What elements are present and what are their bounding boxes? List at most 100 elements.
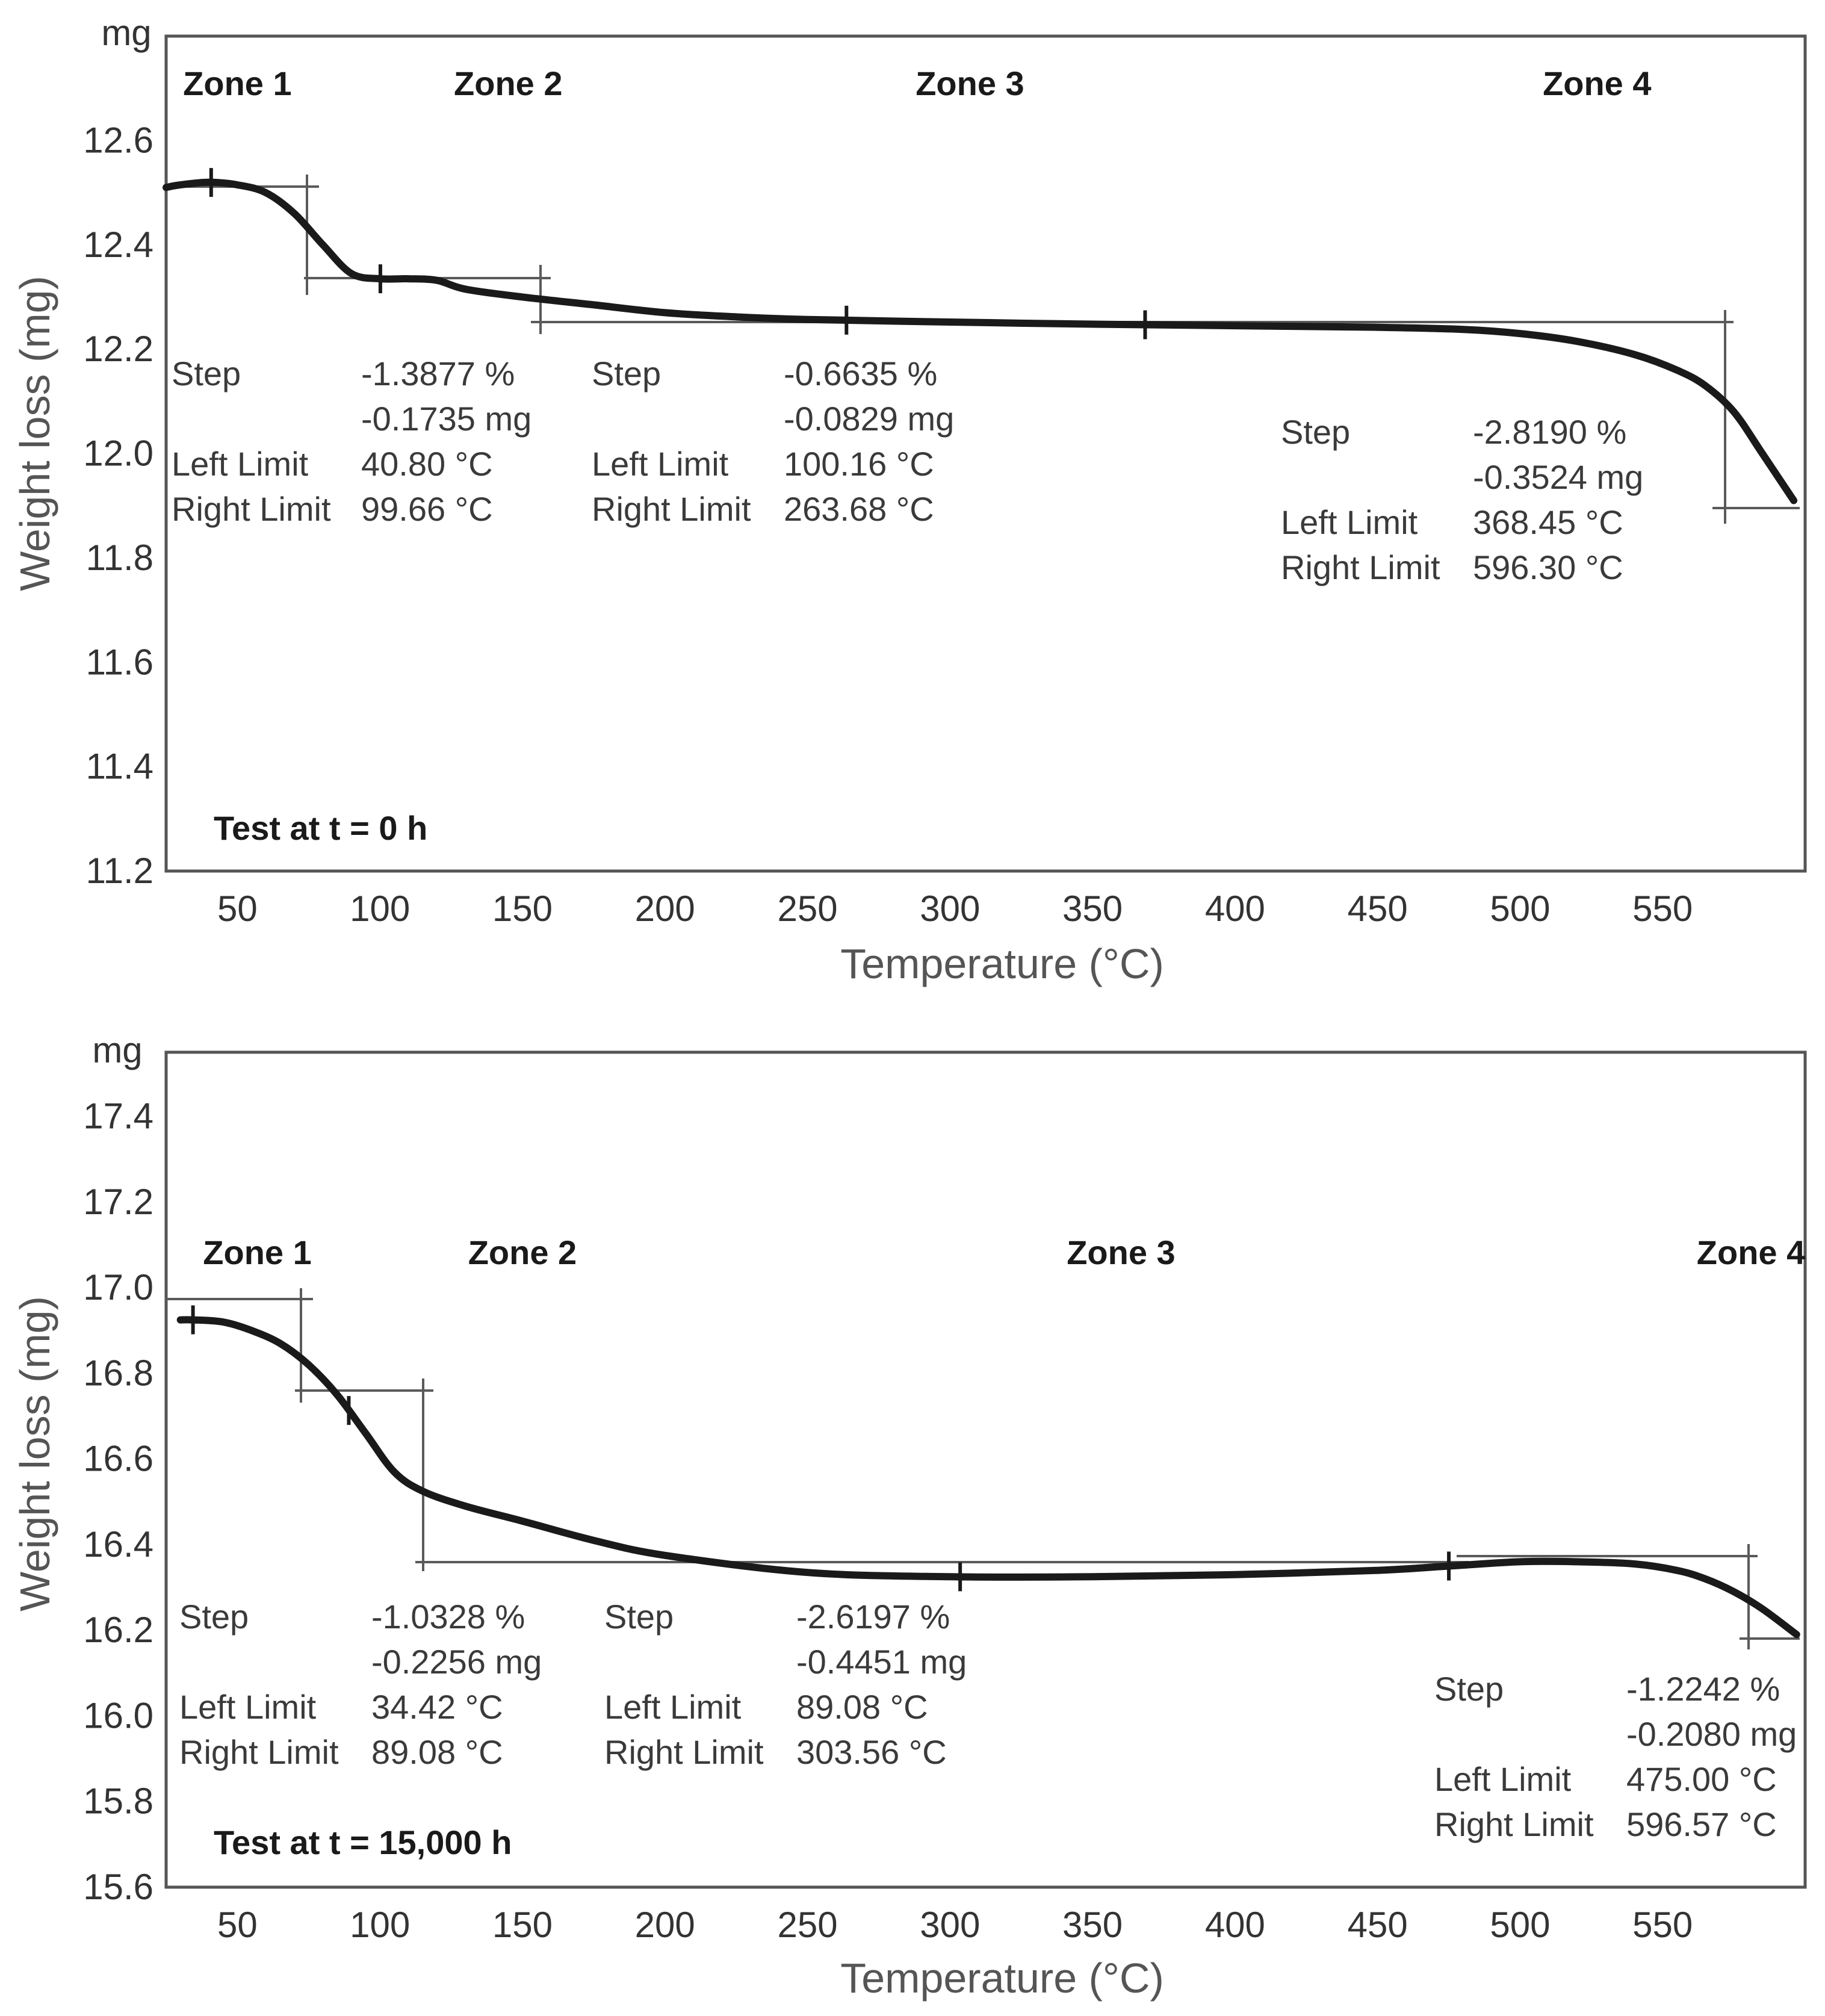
left-limit-value: 34.42 °C (371, 1688, 503, 1726)
zone-label: Zone 1 (203, 1233, 311, 1271)
tg-curve (176, 1316, 1800, 1639)
step-guides (166, 1288, 1800, 1649)
x-tick-label: 250 (777, 889, 837, 929)
y-tick-label: 12.0 (83, 433, 153, 474)
step-annotation-1: Step -1.3877 % -0.1735 mg Left Limit 40.… (172, 355, 531, 528)
right-limit-value: 303.56 °C (796, 1733, 947, 1771)
step-percent: -1.3877 % (361, 355, 515, 392)
left-limit-label: Left Limit (592, 445, 729, 483)
zone-label: Zone 4 (1543, 64, 1651, 102)
y-tick-label: 16.8 (83, 1353, 153, 1393)
x-tick-label: 250 (777, 1905, 837, 1945)
x-tick-label: 50 (217, 889, 258, 929)
step-label: Step (1281, 413, 1350, 451)
x-tick-label: 400 (1205, 1905, 1265, 1945)
left-limit-value: 89.08 °C (796, 1688, 928, 1726)
x-tick-label: 350 (1062, 1905, 1123, 1945)
y-tick-label: 12.4 (83, 225, 153, 265)
step-annotation-2: Step -0.6635 % -0.0829 mg Left Limit 100… (592, 355, 954, 528)
left-limit-value: 100.16 °C (784, 445, 934, 483)
x-tick-label: 500 (1490, 889, 1550, 929)
left-limit-value: 475.00 °C (1626, 1760, 1777, 1798)
right-limit-value: 596.30 °C (1473, 548, 1623, 586)
left-limit-label: Left Limit (1434, 1760, 1572, 1798)
right-limit-label: Right Limit (604, 1733, 764, 1771)
left-limit-label: Left Limit (604, 1688, 742, 1726)
y-tick-label: 17.2 (83, 1182, 153, 1222)
step-mass: -0.3524 mg (1473, 458, 1643, 496)
y-unit-label: mg (92, 1030, 142, 1070)
step-annotation-3: Step -2.8190 % -0.3524 mg Left Limit 368… (1281, 413, 1643, 586)
x-tick-label: 450 (1348, 889, 1408, 929)
right-limit-value: 89.08 °C (371, 1733, 503, 1771)
y-tick-label: 16.0 (83, 1695, 153, 1735)
step-label: Step (179, 1598, 249, 1636)
y-tick-label: 17.4 (83, 1096, 153, 1137)
step-percent: -1.0328 % (371, 1598, 525, 1636)
x-tick-label: 150 (492, 1905, 553, 1945)
left-limit-label: Left Limit (1281, 503, 1418, 541)
step-percent: -2.8190 % (1473, 413, 1626, 451)
step-label: Step (592, 355, 661, 392)
x-tick-label: 500 (1490, 1905, 1550, 1945)
y-tick-label: 17.0 (83, 1267, 153, 1307)
left-limit-value: 368.45 °C (1473, 503, 1623, 541)
y-unit-label: mg (101, 13, 151, 53)
plot-frame (164, 1050, 1807, 1889)
right-limit-label: Right Limit (1281, 548, 1440, 586)
test-label: Test at t = 15,000 h (214, 1823, 512, 1861)
zone-label: Zone 3 (916, 64, 1024, 102)
step-label: Step (172, 355, 241, 392)
x-tick-label: 300 (920, 889, 980, 929)
y-tick-labels: 11.2 11.4 11.6 11.8 12.0 12.2 12.4 12.6 (83, 120, 153, 891)
right-limit-value: 596.57 °C (1626, 1805, 1777, 1843)
y-tick-labels: 15.6 15.8 16.0 16.2 16.4 16.6 16.8 17.0 17.2 17.4 (83, 1096, 153, 1907)
x-tick-labels: 50 100 150 200 250 300 350 400 450 500 550 (217, 889, 1693, 929)
y-tick-label: 16.4 (83, 1524, 153, 1565)
zone-label: Zone 1 (183, 64, 291, 102)
left-limit-label: Left Limit (179, 1688, 317, 1726)
step-percent: -0.6635 % (784, 355, 937, 392)
step-label: Step (604, 1598, 674, 1636)
y-tick-label: 11.4 (86, 746, 153, 787)
x-axis-title: Temperature (°C) (840, 1955, 1164, 2002)
test-label: Test at t = 0 h (214, 809, 427, 847)
y-tick-label: 12.2 (83, 329, 153, 369)
chart-t15000: mg Weight loss (mg) Temperature (°C) 15.… (11, 1030, 1807, 2002)
chart-t0: mg Weight loss (mg) Temperature (°C) 11.… (11, 13, 1807, 987)
step-annotation-3: Step -1.2242 % -0.2080 mg Left Limit 475… (1434, 1670, 1797, 1843)
step-annotation-1: Step -1.0328 % -0.2256 mg Left Limit 34.… (179, 1598, 542, 1771)
curve-markers (209, 168, 1147, 340)
zone-label: Zone 4 (1697, 1233, 1805, 1271)
right-limit-label: Right Limit (172, 490, 331, 528)
zone-label: Zone 3 (1067, 1233, 1175, 1271)
right-limit-label: Right Limit (179, 1733, 339, 1771)
x-tick-label: 150 (492, 889, 553, 929)
x-tick-labels: 50 100 150 200 250 300 350 400 450 500 550 (217, 1905, 1693, 1945)
y-tick-label: 11.2 (86, 851, 153, 891)
y-axis-title: Weight loss (mg) (11, 276, 58, 591)
left-limit-label: Left Limit (172, 445, 309, 483)
curve-markers (191, 1305, 1451, 1592)
x-tick-label: 350 (1062, 889, 1123, 929)
zone-label: Zone 2 (454, 64, 562, 102)
step-mass: -0.0829 mg (784, 400, 954, 438)
y-axis-title: Weight loss (mg) (11, 1296, 58, 1611)
right-limit-value: 263.68 °C (784, 490, 934, 528)
y-tick-label: 12.6 (83, 120, 153, 160)
step-mass: -0.4451 mg (796, 1643, 967, 1681)
x-tick-label: 200 (635, 1905, 695, 1945)
y-tick-label: 15.8 (83, 1781, 153, 1822)
step-mass: -0.2256 mg (371, 1643, 542, 1681)
step-percent: -1.2242 % (1626, 1670, 1780, 1708)
step-label: Step (1434, 1670, 1504, 1708)
plot-frame (164, 34, 1807, 873)
step-mass: -0.2080 mg (1626, 1715, 1797, 1753)
y-tick-label: 11.8 (86, 538, 153, 578)
zone-label: Zone 2 (468, 1233, 577, 1271)
x-tick-label: 200 (635, 889, 695, 929)
x-tick-label: 50 (217, 1905, 258, 1945)
zone-labels: Zone 1 Zone 2 Zone 3 Zone 4 (203, 1233, 1805, 1271)
y-tick-label: 15.6 (83, 1867, 153, 1907)
